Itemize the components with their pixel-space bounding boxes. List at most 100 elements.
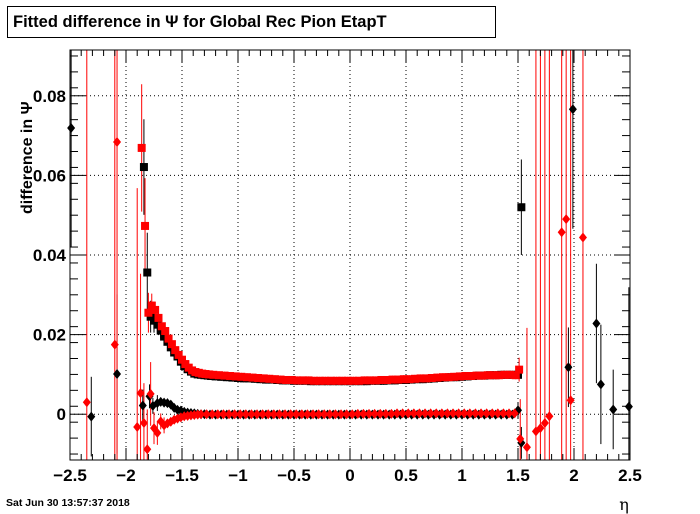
data-point-diamond xyxy=(110,339,119,350)
x-tick-label: 2 xyxy=(569,466,578,485)
data-point-square xyxy=(388,375,397,384)
data-point-square xyxy=(360,376,369,385)
data-point-square xyxy=(161,327,170,336)
data-point-diamond xyxy=(592,318,601,329)
data-point-square xyxy=(461,372,470,381)
data-point-diamond xyxy=(67,123,76,134)
data-point-square xyxy=(494,371,503,380)
data-point-square xyxy=(315,376,324,385)
data-point-diamond xyxy=(292,409,301,420)
data-point-diamond xyxy=(365,408,374,419)
x-tick-label: −1 xyxy=(228,466,247,485)
data-point-square xyxy=(157,322,166,331)
data-point-square xyxy=(444,373,453,382)
data-point-square xyxy=(321,376,330,385)
data-point-square xyxy=(153,320,162,329)
data-point-square xyxy=(265,374,274,383)
data-point-square xyxy=(515,365,524,374)
data-point-diamond xyxy=(153,427,162,438)
data-point-diamond xyxy=(578,232,587,243)
data-point-square xyxy=(209,370,218,379)
data-point-square xyxy=(167,340,176,349)
data-point-diamond xyxy=(138,400,147,411)
data-point-diamond xyxy=(146,388,155,399)
data-point-diamond xyxy=(477,408,486,419)
x-tick-label: 1.5 xyxy=(506,466,530,485)
data-point-diamond xyxy=(505,408,514,419)
data-point-square xyxy=(220,371,229,380)
data-point-square xyxy=(427,374,436,382)
data-point-diamond xyxy=(545,411,554,422)
data-point-diamond xyxy=(516,433,525,444)
data-point-square xyxy=(304,376,313,385)
y-axis-label: difference in Ψ xyxy=(19,101,36,214)
x-tick-label: −1.5 xyxy=(165,466,199,485)
data-point-diamond xyxy=(510,408,519,419)
data-point-diamond xyxy=(353,408,362,419)
data-point-square xyxy=(231,372,240,381)
data-point-square xyxy=(254,374,263,382)
x-tick-label: 2.5 xyxy=(618,466,642,485)
data-point-diamond xyxy=(454,408,463,419)
data-point-square xyxy=(422,374,431,383)
data-point-square xyxy=(394,375,403,384)
grid-lines xyxy=(69,50,631,460)
data-point-square xyxy=(489,371,498,380)
data-point-diamond xyxy=(309,409,318,420)
data-point-square xyxy=(511,371,520,380)
data-point-square xyxy=(178,355,186,364)
data-point-square xyxy=(410,374,419,383)
data-point-diamond xyxy=(557,227,566,238)
data-point-diamond xyxy=(208,409,217,420)
data-point-square xyxy=(377,375,386,384)
data-point-diamond xyxy=(482,408,491,419)
data-point-diamond xyxy=(320,409,329,420)
data-point-square xyxy=(237,372,246,381)
data-point-diamond xyxy=(596,379,605,390)
data-point-square xyxy=(151,305,160,314)
data-point-square xyxy=(276,375,285,384)
data-point-square xyxy=(214,371,223,380)
data-markers xyxy=(67,104,633,455)
data-point-diamond xyxy=(143,444,152,455)
x-tick-label: 0.5 xyxy=(394,466,418,485)
data-point-diamond xyxy=(136,388,145,399)
data-point-diamond xyxy=(314,409,323,420)
x-axis-label: η xyxy=(619,495,629,514)
data-point-square xyxy=(141,221,150,230)
data-point-diamond xyxy=(398,408,407,419)
data-point-diamond xyxy=(113,369,122,380)
data-point-square xyxy=(450,372,459,381)
data-point-square xyxy=(517,203,526,212)
data-point-diamond xyxy=(269,409,278,420)
data-point-diamond xyxy=(393,408,402,419)
data-point-square xyxy=(137,143,146,152)
x-tick-label: 1 xyxy=(457,466,466,485)
data-point-diamond xyxy=(437,408,446,419)
data-point-diamond xyxy=(376,408,385,419)
data-point-diamond xyxy=(499,408,508,419)
data-point-square xyxy=(204,370,213,379)
x-tick-label: −2 xyxy=(116,466,135,485)
x-tick-label: 0 xyxy=(345,466,354,485)
data-point-square xyxy=(332,376,341,385)
data-point-diamond xyxy=(449,408,458,419)
data-point-square xyxy=(147,301,156,310)
data-point-square xyxy=(500,370,509,379)
data-point-square xyxy=(174,350,183,359)
data-point-diamond xyxy=(415,408,424,419)
data-point-square xyxy=(156,326,165,335)
data-point-square xyxy=(143,268,152,277)
timestamp: Sat Jun 30 13:57:37 2018 xyxy=(6,497,130,509)
data-point-square xyxy=(478,371,487,380)
data-point-diamond xyxy=(325,409,334,420)
data-point-diamond xyxy=(286,409,295,420)
data-point-square xyxy=(399,375,408,384)
data-point-square xyxy=(371,376,380,385)
data-point-diamond xyxy=(359,408,368,419)
data-point-diamond xyxy=(421,408,430,419)
data-point-diamond xyxy=(219,409,228,420)
data-point-square xyxy=(171,346,180,355)
data-point-square xyxy=(139,163,148,172)
